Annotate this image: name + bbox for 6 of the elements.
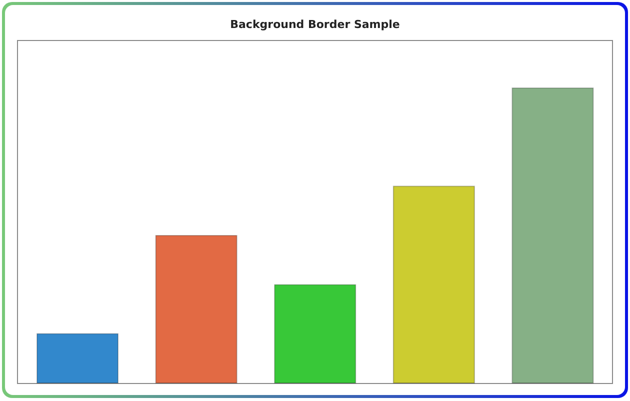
bar [392, 186, 475, 384]
chart-title: Background Border Sample [229, 18, 401, 31]
bar [274, 284, 356, 384]
bar [36, 333, 119, 384]
bar [512, 88, 594, 384]
bar [155, 235, 238, 384]
